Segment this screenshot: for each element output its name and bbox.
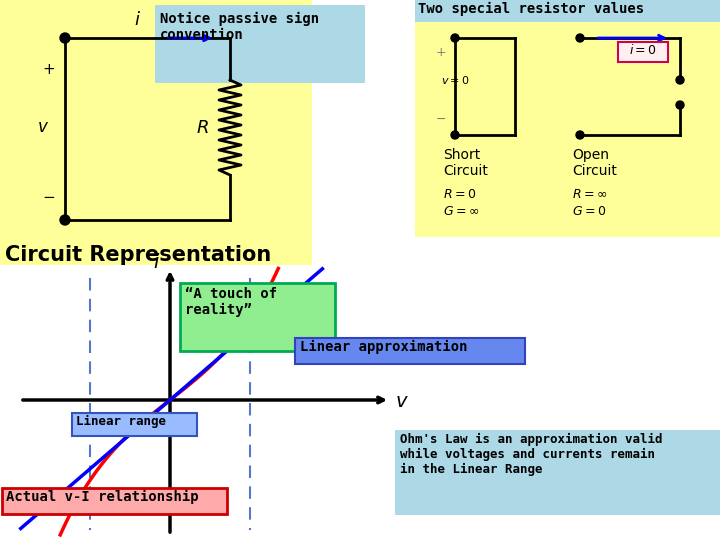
Text: $v=0$: $v=0$ [441,74,469,86]
Text: Circuit Representation: Circuit Representation [5,245,271,265]
Text: Actual v-I relationship: Actual v-I relationship [6,490,199,504]
Circle shape [576,131,584,139]
Bar [180,283,335,351]
Text: $i$: $i$ [134,11,141,29]
Circle shape [576,34,584,42]
Circle shape [60,33,70,43]
Text: $i=0$: $i=0$ [629,43,657,57]
Bar [415,22,720,237]
Text: $G=0$: $G=0$ [572,205,606,218]
Circle shape [451,131,459,139]
Text: $-$: $-$ [436,111,446,125]
Text: $G=\infty$: $G=\infty$ [443,205,479,218]
Bar [72,413,197,436]
Text: Linear approximation: Linear approximation [300,340,467,354]
Text: Ohm's Law is an approximation valid
while voltages and currents remain
in the Li: Ohm's Law is an approximation valid whil… [400,433,662,476]
Text: $+$: $+$ [42,63,55,78]
Text: Short
Circuit: Short Circuit [443,148,488,178]
Circle shape [676,101,684,109]
Text: Open
Circuit: Open Circuit [572,148,617,178]
Bar [415,0,720,22]
Circle shape [60,215,70,225]
Text: $R=0$: $R=0$ [443,188,476,201]
Text: $R=\infty$: $R=\infty$ [572,188,607,201]
Text: $R$: $R$ [196,119,208,137]
Text: Linear range: Linear range [76,415,166,428]
Bar [618,42,668,62]
Text: $v$: $v$ [37,119,49,137]
Bar [295,338,525,364]
Text: Notice passive sign
convention: Notice passive sign convention [160,12,319,42]
Bar [155,5,365,83]
Text: $v$: $v$ [395,393,409,411]
Text: Two special resistor values: Two special resistor values [418,2,644,16]
Text: $-$: $-$ [42,187,55,202]
Bar [395,430,720,515]
Text: $+$: $+$ [436,46,446,59]
Text: $i$: $i$ [153,253,160,273]
Bar [0,0,312,265]
Bar [2,488,227,514]
Circle shape [676,76,684,84]
Text: “A touch of
reality”: “A touch of reality” [185,287,277,318]
Circle shape [451,34,459,42]
